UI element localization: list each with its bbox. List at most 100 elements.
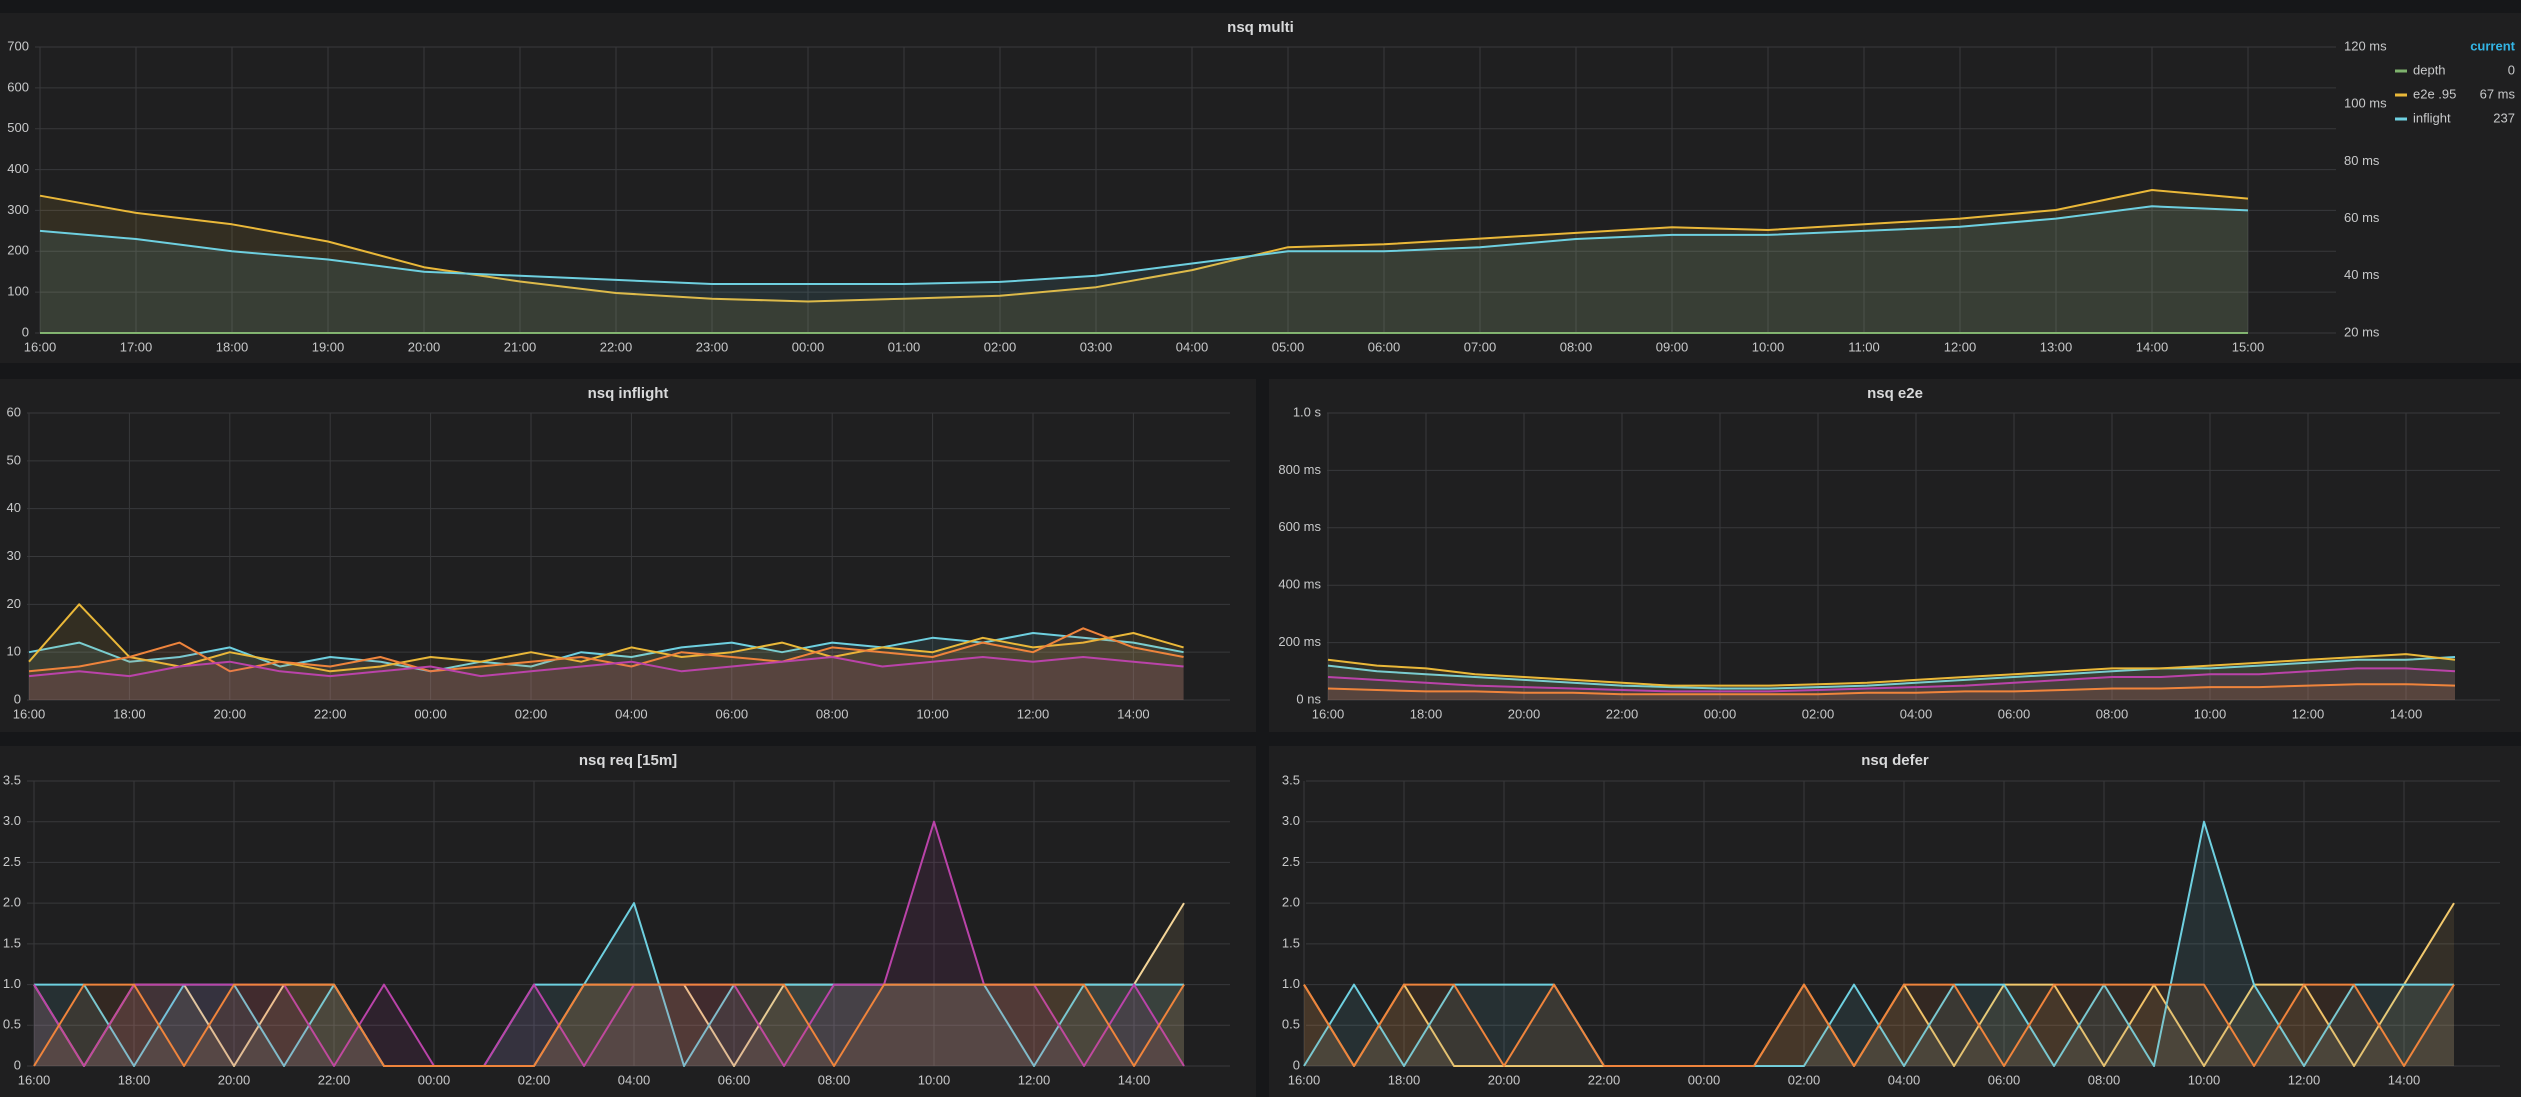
y-tick-label: 2.0 xyxy=(3,895,21,910)
x-tick-label: 06:00 xyxy=(1368,339,1401,354)
y2-tick-label: 80 ms xyxy=(2344,153,2380,168)
y-tick-label: 1.0 xyxy=(3,976,21,991)
y2-tick-label: 120 ms xyxy=(2344,38,2387,53)
x-tick-label: 14:00 xyxy=(2388,1072,2421,1087)
y-tick-label: 400 xyxy=(7,161,29,176)
x-tick-label: 10:00 xyxy=(918,1072,951,1087)
x-tick-label: 02:00 xyxy=(1788,1072,1821,1087)
x-tick-label: 11:00 xyxy=(1848,339,1880,354)
panel-title: nsq multi xyxy=(1227,19,1294,36)
y-tick-label: 0 xyxy=(22,324,29,339)
x-tick-label: 22:00 xyxy=(1588,1072,1621,1087)
x-tick-label: 19:00 xyxy=(312,339,345,354)
x-tick-label: 05:00 xyxy=(1272,339,1305,354)
x-tick-label: 20:00 xyxy=(408,339,441,354)
x-tick-label: 21:00 xyxy=(504,339,537,354)
x-tick-label: 02:00 xyxy=(515,706,548,721)
x-tick-label: 14:00 xyxy=(1117,706,1150,721)
y2-tick-label: 40 ms xyxy=(2344,267,2380,282)
y-tick-label: 3.0 xyxy=(3,813,21,828)
x-tick-label: 02:00 xyxy=(518,1072,551,1087)
x-tick-label: 17:00 xyxy=(120,339,153,354)
x-tick-label: 00:00 xyxy=(792,339,825,354)
panel-title: nsq inflight xyxy=(588,385,669,402)
y-tick-label: 2.5 xyxy=(3,854,21,869)
x-tick-label: 03:00 xyxy=(1080,339,1113,354)
legend-value: 0 xyxy=(2508,62,2515,77)
x-tick-label: 10:00 xyxy=(2188,1072,2221,1087)
y-tick-label: 2.5 xyxy=(1282,854,1300,869)
panel-title: nsq defer xyxy=(1861,752,1929,769)
x-tick-label: 02:00 xyxy=(984,339,1017,354)
x-tick-label: 02:00 xyxy=(1802,706,1835,721)
y-tick-label: 600 ms xyxy=(1278,519,1321,534)
x-tick-label: 06:00 xyxy=(1998,706,2031,721)
x-tick-label: 18:00 xyxy=(1410,706,1443,721)
x-tick-label: 04:00 xyxy=(615,706,648,721)
x-tick-label: 22:00 xyxy=(314,706,347,721)
y-tick-label: 100 xyxy=(7,284,29,299)
y-tick-label: 0 xyxy=(1293,1057,1300,1072)
y2-tick-label: 60 ms xyxy=(2344,210,2380,225)
y-tick-label: 3.5 xyxy=(1282,772,1300,787)
y-tick-label: 0.5 xyxy=(1282,1017,1300,1032)
x-tick-label: 12:00 xyxy=(1018,1072,1051,1087)
x-tick-label: 06:00 xyxy=(718,1072,751,1087)
x-tick-label: 04:00 xyxy=(618,1072,651,1087)
x-tick-label: 16:00 xyxy=(13,706,46,721)
legend-value: 67 ms xyxy=(2480,86,2516,101)
x-tick-label: 14:00 xyxy=(1118,1072,1151,1087)
y-tick-label: 600 xyxy=(7,79,29,94)
x-tick-label: 12:00 xyxy=(1944,339,1977,354)
legend-title: current xyxy=(2470,38,2515,53)
x-tick-label: 08:00 xyxy=(1560,339,1593,354)
x-tick-label: 04:00 xyxy=(1888,1072,1921,1087)
y-tick-label: 0 xyxy=(14,1057,21,1072)
x-tick-label: 08:00 xyxy=(816,706,849,721)
x-tick-label: 20:00 xyxy=(1508,706,1541,721)
y-tick-label: 40 xyxy=(7,500,21,515)
y-tick-label: 3.0 xyxy=(1282,813,1300,828)
x-tick-label: 14:00 xyxy=(2390,706,2423,721)
x-tick-label: 18:00 xyxy=(113,706,146,721)
legend-value: 237 xyxy=(2493,110,2515,125)
x-tick-label: 16:00 xyxy=(18,1072,51,1087)
y-tick-label: 20 xyxy=(7,596,21,611)
y2-tick-label: 100 ms xyxy=(2344,96,2387,111)
y-tick-label: 500 xyxy=(7,120,29,135)
y-tick-label: 10 xyxy=(7,644,21,659)
x-tick-label: 04:00 xyxy=(1176,339,1209,354)
x-tick-label: 00:00 xyxy=(414,706,447,721)
y-tick-label: 1.0 xyxy=(1282,976,1300,991)
y-tick-label: 1.5 xyxy=(3,935,21,950)
y-tick-label: 2.0 xyxy=(1282,895,1300,910)
y-tick-label: 400 ms xyxy=(1278,577,1321,592)
y-tick-label: 300 xyxy=(7,202,29,217)
panel-title: nsq e2e xyxy=(1867,385,1923,402)
panel-title: nsq req [15m] xyxy=(579,752,677,769)
x-tick-label: 00:00 xyxy=(1704,706,1737,721)
y-tick-label: 200 ms xyxy=(1278,634,1321,649)
x-tick-label: 20:00 xyxy=(214,706,247,721)
legend-label: e2e .95 xyxy=(2413,86,2456,101)
x-tick-label: 22:00 xyxy=(600,339,633,354)
legend-label: inflight xyxy=(2413,110,2451,125)
x-tick-label: 15:00 xyxy=(2232,339,2265,354)
y-tick-label: 0 xyxy=(14,691,21,706)
x-tick-label: 08:00 xyxy=(818,1072,851,1087)
x-tick-label: 22:00 xyxy=(318,1072,351,1087)
x-tick-label: 01:00 xyxy=(888,339,921,354)
x-tick-label: 12:00 xyxy=(1017,706,1050,721)
y-tick-label: 0 ns xyxy=(1296,691,1321,706)
x-tick-label: 16:00 xyxy=(24,339,57,354)
x-tick-label: 07:00 xyxy=(1464,339,1497,354)
x-tick-label: 23:00 xyxy=(696,339,729,354)
x-tick-label: 16:00 xyxy=(1288,1072,1321,1087)
y-tick-label: 800 ms xyxy=(1278,462,1321,477)
x-tick-label: 10:00 xyxy=(916,706,949,721)
y-tick-label: 700 xyxy=(7,38,29,53)
x-tick-label: 18:00 xyxy=(118,1072,151,1087)
y-tick-label: 0.5 xyxy=(3,1017,21,1032)
